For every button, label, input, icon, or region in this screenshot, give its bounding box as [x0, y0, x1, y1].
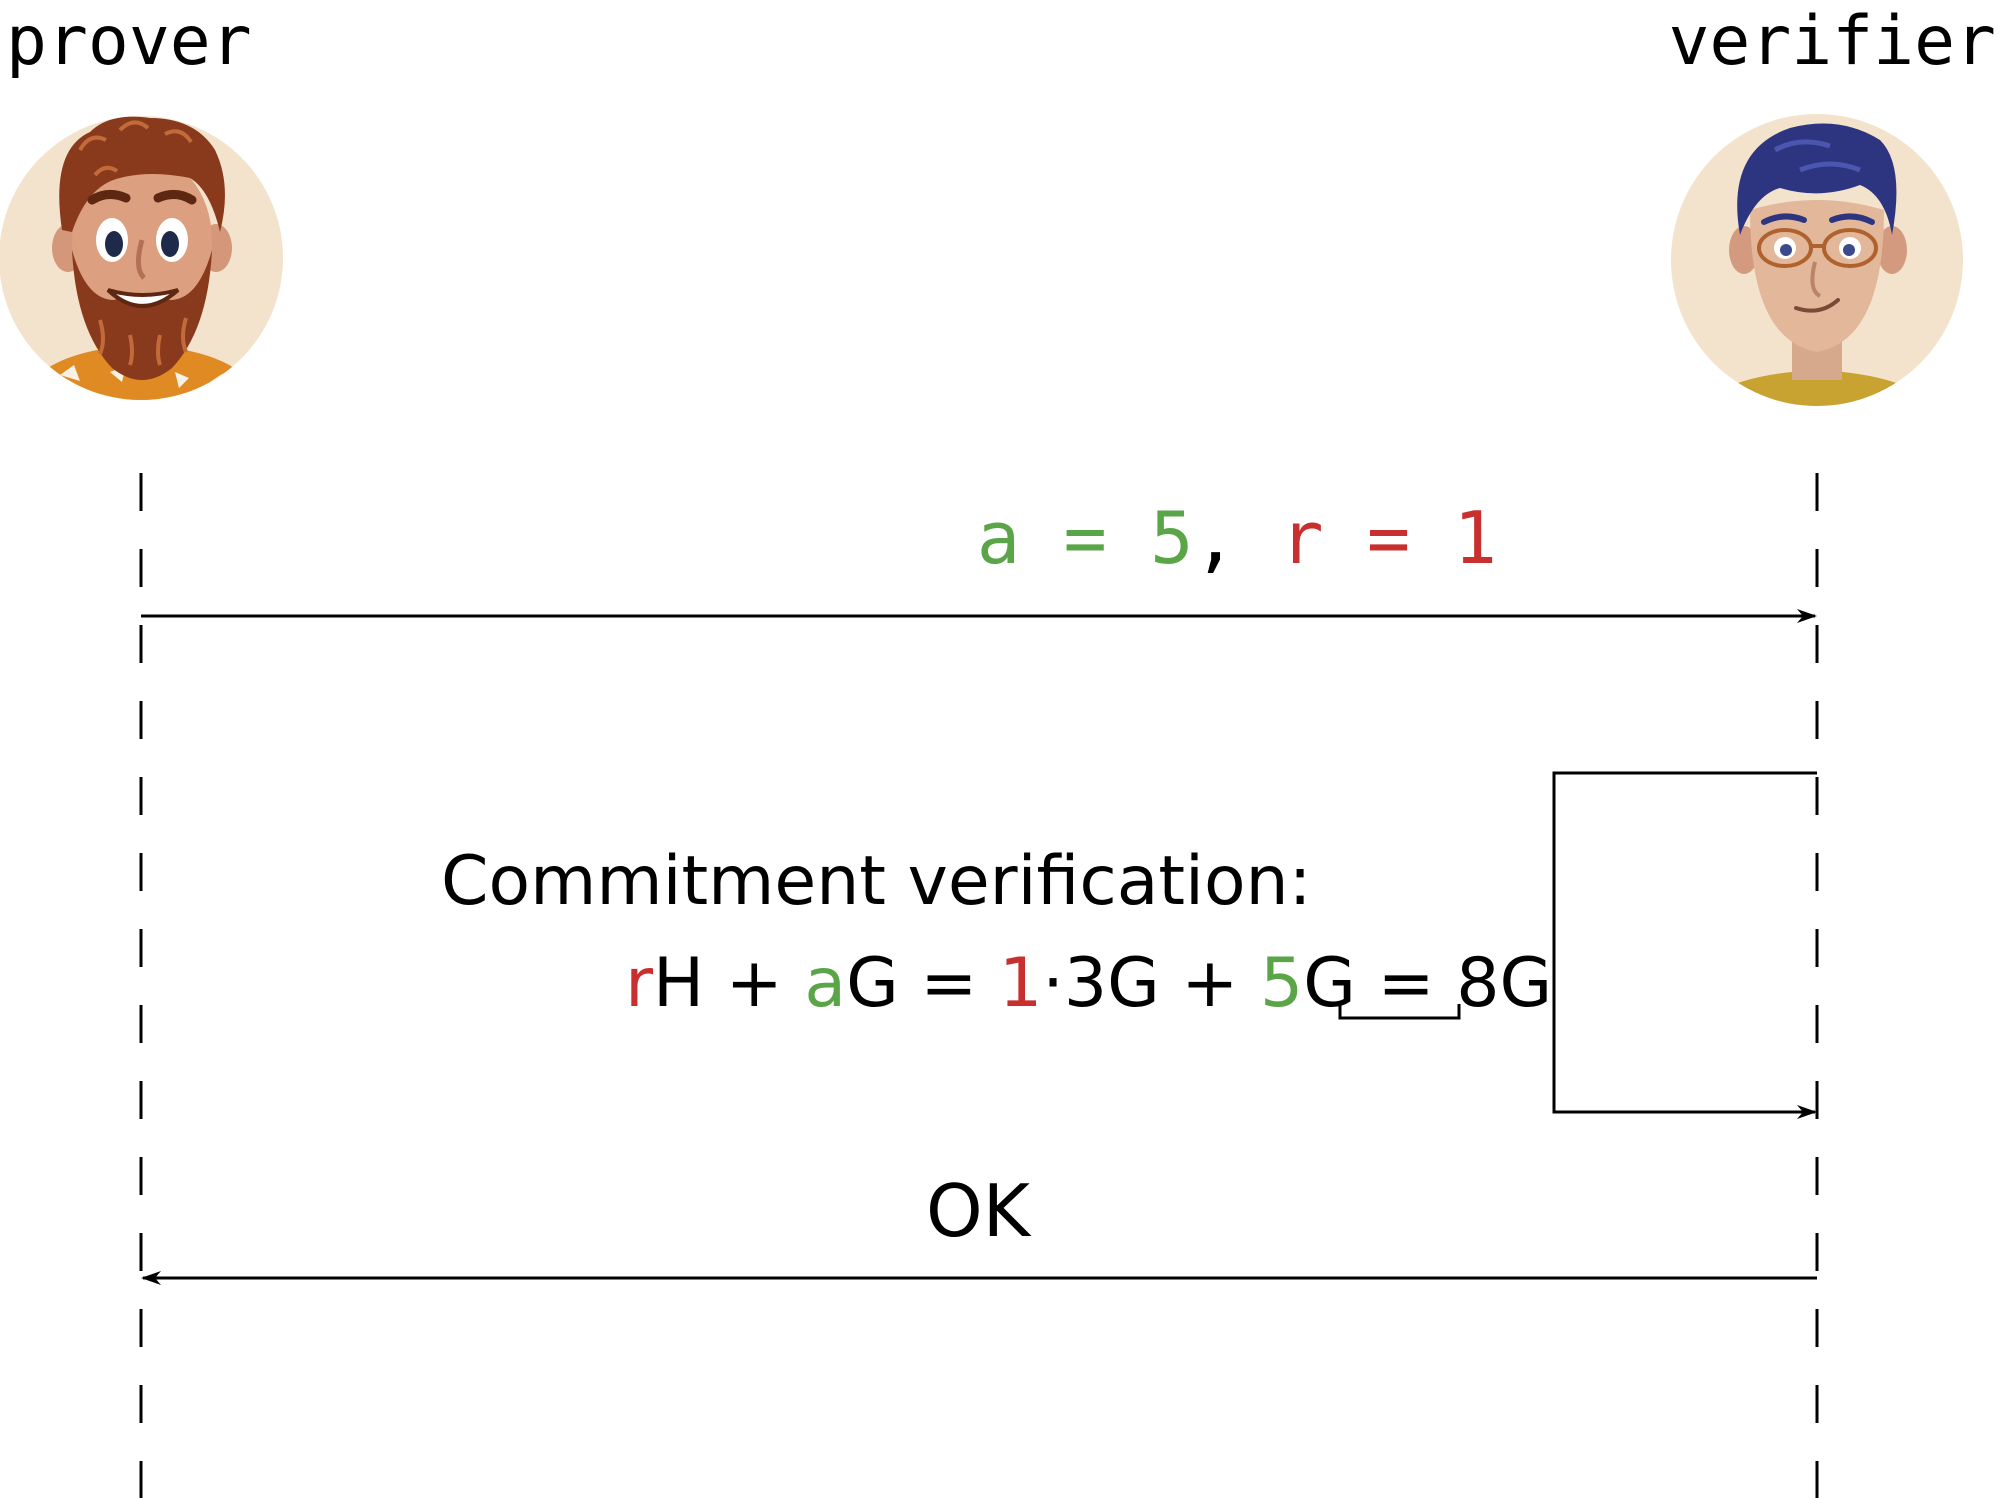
eq-g-equals-2: G =	[1303, 944, 1456, 1023]
eq-middle: ·3G +	[1042, 944, 1260, 1023]
values-message-label: a = 5, r = 1	[760, 496, 1627, 580]
prover-avatar-icon	[0, 116, 283, 400]
eq-five: 5	[1260, 944, 1303, 1023]
eq-h-plus: H +	[653, 944, 804, 1023]
r-value: 1	[1454, 496, 1497, 580]
eq-r: r	[625, 944, 653, 1023]
verification-self-arrow	[1552, 771, 1817, 1119]
a-equals: =	[1020, 496, 1150, 580]
prover-label: prover	[6, 2, 252, 81]
a-value: 5	[1150, 496, 1193, 580]
eq-result: 8G	[1456, 944, 1552, 1023]
verification-equation: rH + aG = 1·3G + 5G = 8G	[517, 944, 1617, 1023]
verification-title: Commitment verification:	[441, 842, 1312, 921]
message-separator: ,	[1194, 496, 1281, 580]
r-equals: =	[1324, 496, 1454, 580]
a-variable: a	[977, 496, 1020, 580]
r-variable: r	[1280, 496, 1323, 580]
eq-g-equals: G =	[846, 944, 999, 1023]
eq-one: 1	[999, 944, 1042, 1023]
eq-a: a	[804, 944, 846, 1023]
verifier-label: verifier	[1668, 2, 1996, 81]
ok-message-label: OK	[926, 1169, 1032, 1253]
verifier-avatar-icon	[1671, 114, 1963, 406]
result-underline	[1338, 1004, 1461, 1020]
